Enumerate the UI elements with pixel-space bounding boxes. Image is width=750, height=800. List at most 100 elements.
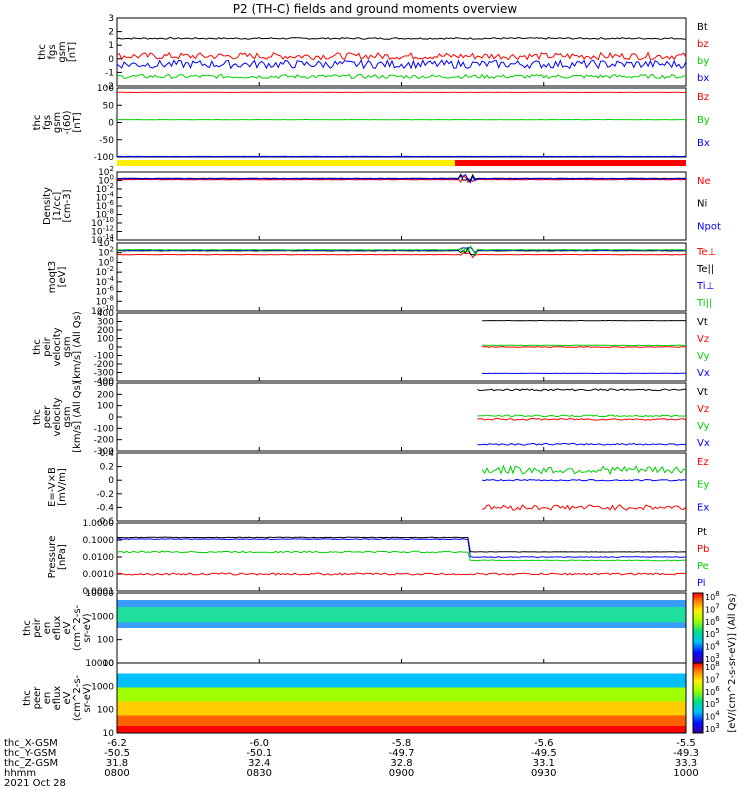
- series-line: [116, 252, 687, 259]
- y-axis-label: gsm: [62, 406, 73, 427]
- panel-frame: [116, 171, 687, 241]
- x-axis-row-label: thc_Z-GSM: [4, 758, 58, 769]
- y-tick-label: 1: [108, 41, 114, 51]
- series-line: [116, 59, 687, 70]
- legend-entry: Bz: [697, 92, 709, 103]
- legend-entry: Vz: [697, 404, 709, 415]
- series-line: [477, 388, 687, 392]
- colorbar-tick-label: 106: [705, 685, 720, 697]
- y-axis-label: gsm: [52, 112, 63, 133]
- panel-frame: [116, 87, 687, 158]
- x-tick-label: -49.3: [673, 748, 699, 759]
- y-tick-label: 300: [97, 318, 114, 328]
- spectrogram-band: [117, 607, 686, 623]
- x-tick-label: -5.8: [392, 738, 412, 749]
- legend-entry: Pb: [697, 544, 709, 555]
- y-axis-label: [eV]: [57, 267, 68, 288]
- y-tick-label: -1: [105, 68, 114, 78]
- spectrogram-band: [117, 673, 686, 688]
- panel-frame: [116, 242, 687, 312]
- y-axis-label: thc: [32, 339, 43, 355]
- y-axis-label: (cm^2-s-: [72, 604, 83, 651]
- x-tick-label: -49.7: [389, 748, 415, 759]
- x-tick-label: 33.1: [533, 758, 555, 769]
- y-axis-label: eV: [62, 691, 73, 704]
- spectrogram-band: [117, 726, 686, 733]
- x-tick-label: 0930: [531, 768, 556, 779]
- y-axis-label: [nPa]: [57, 544, 68, 570]
- legend-entry: Pi: [697, 578, 706, 589]
- y-tick-label: 0.0100: [83, 553, 115, 563]
- y-axis-label: en: [42, 692, 53, 705]
- y-tick-label: 0.2: [100, 463, 114, 473]
- y-axis-label: peir: [42, 336, 53, 356]
- legend-entry: Ti⊥: [696, 281, 714, 292]
- y-tick-label: -300: [94, 369, 115, 379]
- x-tick-label: 32.8: [390, 758, 412, 769]
- y-tick-label: 1000: [91, 612, 114, 622]
- y-tick-label: -50: [99, 136, 114, 146]
- series-line: [481, 478, 687, 482]
- y-tick-label: 200: [97, 390, 114, 400]
- series-line: [116, 550, 687, 562]
- series-line: [116, 245, 687, 256]
- spectrogram-band: [117, 687, 686, 702]
- y-axis-label: fgs: [47, 44, 58, 59]
- y-tick-label: 0.1000: [83, 536, 115, 546]
- legend-entry: Ne: [697, 176, 711, 187]
- series-line: [482, 346, 687, 348]
- legend-entry: Vt: [697, 387, 708, 398]
- y-axis-label: sr-eV): [82, 683, 93, 712]
- y-tick-label: 10: [103, 729, 115, 739]
- x-tick-label: -50.5: [104, 748, 130, 759]
- legend-entry: Ez: [697, 457, 709, 468]
- y-tick-label: 10000: [85, 589, 114, 599]
- y-tick-label: 10: [103, 659, 115, 669]
- y-axis-label: peer: [32, 686, 43, 710]
- legend-entry: By: [697, 115, 710, 126]
- legend-entry: Vx: [697, 438, 710, 449]
- y-axis-label: -(60): [62, 110, 73, 134]
- series-line: [117, 538, 687, 558]
- legend-entry: Pt: [697, 527, 707, 538]
- legend-entry: Vx: [697, 368, 710, 379]
- y-tick-label: -200: [94, 360, 115, 370]
- y-tick-label: 0: [108, 476, 114, 486]
- colorbar-tick-label: 107: [705, 672, 720, 684]
- y-axis-label: [nT]: [67, 42, 78, 62]
- panel-frame: [116, 452, 687, 522]
- y-axis-label: velocity: [52, 327, 63, 366]
- legend-entry: Vy: [697, 351, 710, 362]
- series-line: [116, 175, 687, 184]
- y-tick-label: -100: [94, 424, 115, 434]
- colorbar: [692, 662, 704, 734]
- x-axis-row-label: hhmm: [4, 768, 36, 779]
- x-tick-label: 1000: [673, 768, 698, 779]
- x-tick-label: 0830: [247, 768, 272, 779]
- y-tick-label: 0.0010: [83, 570, 115, 580]
- y-axis-label: thc: [22, 620, 33, 636]
- colorbar-tick-label: 105: [705, 627, 720, 639]
- x-tick-label: 0900: [389, 768, 414, 779]
- y-tick-label: 1.0000: [83, 519, 115, 529]
- x-tick-label: 32.4: [248, 758, 270, 769]
- series-line: [116, 536, 687, 553]
- series-line: [481, 504, 687, 511]
- x-axis-date: 2021 Oct 28: [4, 778, 66, 789]
- y-tick-label: 100: [97, 402, 114, 412]
- y-axis-label: peir: [32, 617, 43, 637]
- series-line: [477, 442, 687, 446]
- series-line: [477, 414, 687, 418]
- series-line: [481, 464, 687, 476]
- y-tick-label: 3: [108, 14, 114, 24]
- mode-bar-fast: [455, 160, 686, 166]
- y-tick-label: 400: [97, 309, 114, 319]
- spectrogram: [117, 600, 686, 628]
- y-axis-label: [cm-3]: [62, 189, 73, 222]
- x-tick-label: -5.5: [676, 738, 696, 749]
- y-axis-label: sr-eV): [82, 613, 93, 642]
- x-axis-row-label: thc_X-GSM: [4, 738, 58, 749]
- y-tick-label: -100: [94, 352, 115, 362]
